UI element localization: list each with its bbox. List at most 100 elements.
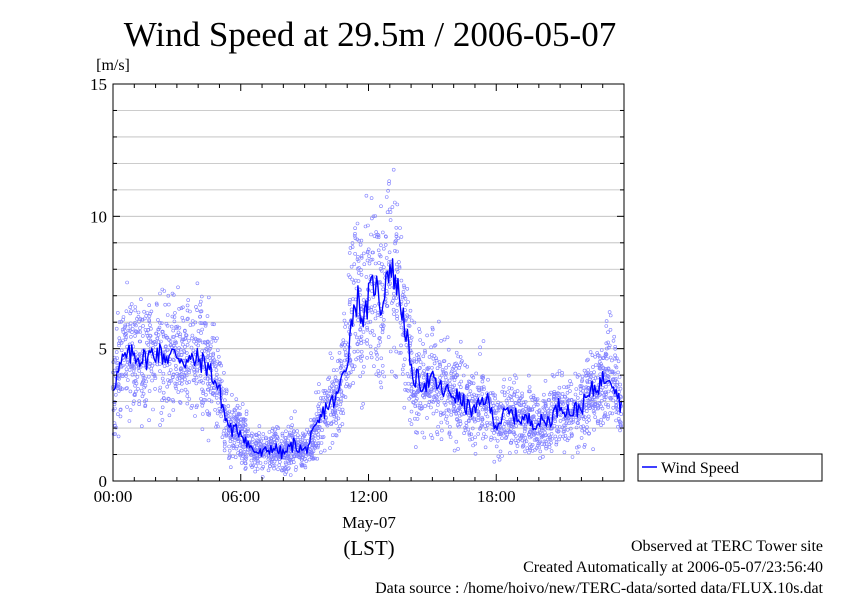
data-point — [257, 424, 262, 428]
data-point — [602, 395, 607, 399]
data-point — [583, 415, 587, 420]
data-point — [584, 409, 589, 414]
data-point — [432, 361, 437, 366]
data-point — [114, 326, 119, 331]
data-point — [174, 325, 178, 329]
data-point — [521, 433, 526, 438]
data-point — [571, 417, 576, 422]
data-point — [473, 399, 477, 403]
data-point — [602, 393, 607, 398]
data-point — [195, 308, 199, 313]
data-point — [443, 417, 448, 421]
data-point — [206, 340, 210, 345]
data-point — [469, 432, 474, 437]
data-point — [354, 357, 358, 362]
data-point — [183, 377, 187, 382]
data-point — [253, 456, 258, 460]
data-point — [549, 402, 554, 406]
data-point — [293, 435, 298, 440]
data-point — [355, 349, 360, 354]
data-point — [116, 382, 121, 387]
data-point — [128, 321, 133, 326]
data-point — [552, 389, 557, 394]
data-point — [174, 367, 178, 372]
data-point — [595, 351, 600, 355]
data-point — [403, 296, 408, 301]
data-point — [576, 444, 581, 449]
data-point — [205, 314, 210, 318]
data-point — [554, 400, 558, 405]
y-axis-label: [m/s] — [96, 57, 130, 74]
data-point — [459, 412, 464, 417]
data-point — [292, 454, 296, 459]
data-point — [562, 429, 567, 434]
data-point — [464, 420, 469, 425]
data-point — [435, 389, 439, 394]
data-point — [236, 422, 241, 427]
data-point — [200, 321, 204, 326]
data-point — [406, 381, 411, 386]
data-point — [251, 437, 255, 442]
data-point — [431, 356, 436, 361]
data-point — [201, 340, 205, 345]
data-point — [322, 448, 327, 453]
data-point — [130, 327, 135, 331]
data-point — [184, 373, 189, 378]
data-point — [393, 241, 397, 246]
data-point — [481, 436, 485, 441]
data-point — [369, 196, 374, 200]
data-point — [300, 458, 304, 462]
data-point — [394, 309, 399, 313]
data-point — [566, 384, 571, 389]
data-point — [163, 302, 167, 307]
data-point — [427, 394, 432, 399]
data-point — [596, 353, 600, 357]
data-point — [398, 226, 402, 230]
data-point — [456, 408, 461, 412]
data-point — [229, 415, 234, 420]
data-point — [328, 446, 332, 450]
data-point — [385, 304, 389, 308]
data-point — [322, 391, 327, 396]
data-point — [134, 389, 138, 394]
data-point — [164, 321, 169, 326]
data-point — [201, 400, 206, 405]
data-point — [200, 387, 204, 392]
data-point — [466, 413, 471, 417]
data-point — [365, 250, 370, 255]
data-point — [130, 330, 134, 335]
data-point — [199, 331, 203, 335]
data-point — [430, 325, 435, 330]
data-point — [610, 370, 614, 375]
data-point — [238, 443, 242, 448]
data-point — [369, 257, 374, 262]
data-point — [365, 338, 369, 342]
data-point — [286, 467, 290, 471]
data-point — [266, 440, 271, 445]
data-point — [476, 432, 481, 436]
data-point — [127, 362, 132, 367]
data-point — [252, 460, 257, 465]
data-point — [194, 341, 198, 346]
data-point — [118, 414, 123, 419]
data-point — [538, 456, 542, 461]
data-point — [342, 311, 346, 316]
data-point — [285, 454, 290, 458]
data-point — [611, 377, 616, 381]
data-point — [164, 399, 169, 403]
data-point — [401, 289, 406, 294]
data-point — [258, 461, 263, 465]
data-point — [442, 359, 447, 363]
data-point — [554, 440, 559, 445]
data-point — [144, 398, 149, 403]
data-point — [436, 424, 441, 429]
data-point — [446, 347, 451, 352]
data-point — [565, 438, 570, 443]
data-point — [523, 399, 528, 404]
data-point — [368, 319, 373, 324]
data-point — [618, 428, 622, 433]
data-point — [557, 437, 561, 442]
data-point — [172, 319, 177, 324]
data-point — [316, 406, 321, 411]
data-point — [243, 461, 247, 465]
